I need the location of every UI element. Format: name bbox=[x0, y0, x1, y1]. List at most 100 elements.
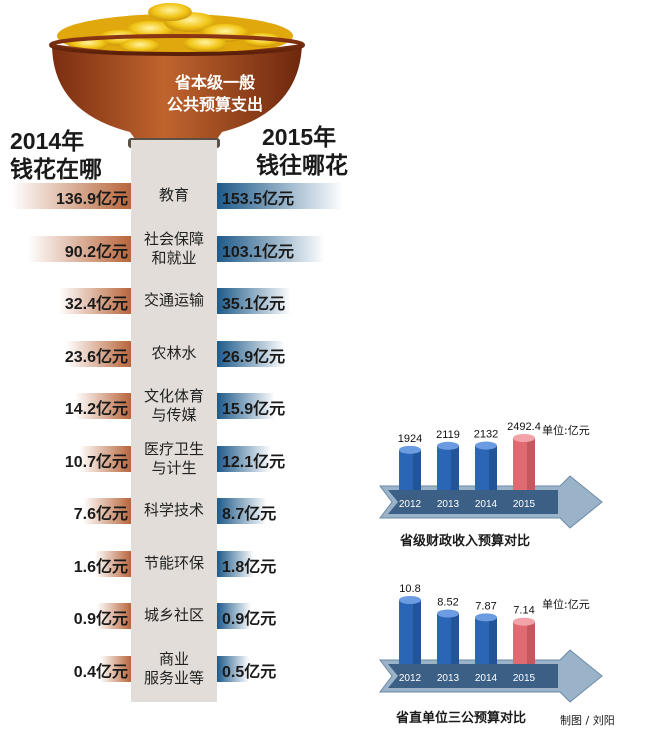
left-subtitle: 钱花在哪 bbox=[10, 157, 102, 183]
value-label-2014: 23.6亿元 bbox=[64, 348, 128, 366]
bar-2014 bbox=[82, 498, 131, 524]
bar-shade bbox=[527, 438, 535, 490]
category-label: 商业 服务业等 bbox=[143, 649, 204, 687]
value-label-2014: 0.4亿元 bbox=[73, 663, 128, 681]
category-label: 城乡社区 bbox=[143, 606, 204, 624]
bar-2015 bbox=[217, 340, 285, 367]
bar-2015 bbox=[217, 603, 251, 629]
right-subtitle: 钱往哪花 bbox=[256, 153, 348, 179]
value-label-2014: 136.9亿元 bbox=[55, 191, 128, 208]
year-label: 2013 bbox=[437, 673, 460, 684]
bowl-body bbox=[52, 44, 302, 146]
value-label-2014: 14.2亿元 bbox=[64, 401, 128, 418]
left-year: 2014年 bbox=[10, 128, 85, 154]
bar-2015 bbox=[217, 655, 249, 682]
bar-2014 bbox=[99, 655, 131, 682]
value-label-2015: 8.7亿元 bbox=[222, 506, 277, 523]
bar-shade bbox=[489, 445, 497, 490]
value-label-2014: 32.4亿元 bbox=[64, 296, 128, 313]
chart-row: 136.9亿元 153.5亿元 教育 bbox=[0, 176, 647, 216]
bowl-rim bbox=[49, 34, 305, 56]
credit: 制图 / 刘阳 bbox=[560, 714, 615, 727]
value-label-2015: 153.5亿元 bbox=[222, 191, 295, 208]
bar-value-label: 7.14 bbox=[513, 605, 534, 617]
bar-shade bbox=[451, 445, 459, 490]
bar-shade bbox=[451, 613, 459, 664]
bowl-title-line2: 公共预算支出 bbox=[166, 95, 263, 114]
category-label: 教育 bbox=[158, 186, 189, 204]
value-label-2014: 10.7亿元 bbox=[64, 453, 128, 471]
bar-value-label: 2132 bbox=[474, 429, 498, 441]
bar-2014 bbox=[78, 445, 131, 472]
bowl-title-line1: 省本级一般 bbox=[174, 73, 255, 92]
bar-2014 bbox=[65, 340, 131, 367]
year-label: 2012 bbox=[399, 499, 422, 510]
base-strip bbox=[388, 664, 558, 688]
bar-top bbox=[475, 613, 497, 622]
value-label-2014: 7.6亿元 bbox=[73, 506, 128, 523]
bar-value-label: 2119 bbox=[436, 429, 460, 441]
bar-top bbox=[399, 445, 421, 454]
unit-label: 单位:亿元 bbox=[542, 597, 590, 611]
right-year: 2015年 bbox=[262, 124, 337, 150]
category-label: 文化体育 与传媒 bbox=[143, 387, 204, 424]
bar-top bbox=[513, 617, 535, 626]
three-public-chart-title: 省直单位三公预算对比 bbox=[396, 711, 527, 726]
bar-shade bbox=[489, 617, 497, 664]
chart-row: 7.6亿元 8.7亿元 科学技术 bbox=[0, 491, 647, 531]
revenue-mini-chart: 1924 2012 2119 2013 2132 2014 2492.4 2015 单位:亿元 bbox=[379, 421, 603, 529]
bar-2015 bbox=[217, 183, 343, 209]
category-label: 节能环保 bbox=[143, 553, 204, 572]
unit-label: 单位:亿元 bbox=[542, 423, 590, 437]
value-label-2014: 1.6亿元 bbox=[73, 558, 128, 576]
category-label: 科学技术 bbox=[143, 501, 204, 519]
bar-shade bbox=[413, 449, 421, 490]
bar-2015 bbox=[217, 445, 272, 472]
bar-2014 bbox=[97, 603, 131, 629]
value-label-2015: 35.1亿元 bbox=[222, 296, 286, 313]
year-label: 2013 bbox=[437, 499, 460, 510]
bar-2015 bbox=[217, 550, 254, 577]
value-label-2015: 103.1亿元 bbox=[222, 243, 295, 261]
bar-2014 bbox=[74, 393, 131, 419]
bar-top bbox=[513, 434, 535, 442]
bar-top bbox=[399, 596, 421, 604]
bar-shade bbox=[527, 621, 535, 664]
bar-top bbox=[437, 609, 459, 618]
revenue-chart-title: 省级财政收入预算对比 bbox=[400, 534, 531, 549]
value-label-2015: 0.5亿元 bbox=[222, 663, 277, 681]
bar-top bbox=[437, 441, 459, 450]
bar-value-label: 10.8 bbox=[399, 583, 420, 595]
bar-value-label: 8.52 bbox=[437, 597, 458, 609]
three-public-mini-chart: 10.8 2012 8.52 2013 7.87 2014 7.14 2015 单位:亿元 bbox=[379, 583, 603, 703]
bar-2015 bbox=[217, 393, 276, 419]
year-label: 2014 bbox=[475, 673, 498, 684]
bar-2014 bbox=[10, 183, 131, 209]
center-column bbox=[131, 140, 217, 702]
chart-row: 0.9亿元 0.9亿元 城乡社区 bbox=[0, 596, 647, 636]
category-label: 社会保障 和就业 bbox=[143, 229, 204, 267]
chart-row: 1.6亿元 1.8亿元 节能环保 bbox=[0, 544, 647, 584]
chart-row: 32.4亿元 35.1亿元 交通运输 bbox=[0, 281, 647, 321]
bar-2014 bbox=[94, 550, 131, 577]
chart-row: 0.4亿元 0.5亿元 商业 服务业等 bbox=[0, 649, 647, 689]
chart-row: 90.2亿元 103.1亿元 社会保障 和就业 bbox=[0, 229, 647, 269]
value-label-2015: 1.8亿元 bbox=[222, 558, 277, 576]
category-label: 农林水 bbox=[151, 343, 197, 362]
value-label-2014: 90.2亿元 bbox=[64, 243, 128, 261]
year-label: 2014 bbox=[475, 499, 498, 510]
bar-value-label: 2492.4 bbox=[507, 421, 541, 433]
bar-top bbox=[475, 441, 497, 450]
bar-value-label: 7.87 bbox=[475, 600, 496, 612]
value-label-2015: 0.9亿元 bbox=[222, 611, 277, 628]
category-label: 交通运输 bbox=[143, 291, 204, 309]
category-label: 医疗卫生 与计生 bbox=[143, 439, 204, 477]
chart-row: 23.6亿元 26.9亿元 农林水 bbox=[0, 334, 647, 374]
base-strip bbox=[388, 490, 558, 514]
year-label: 2015 bbox=[513, 673, 536, 684]
bar-2015 bbox=[217, 235, 325, 262]
bar-shade bbox=[413, 600, 421, 664]
bar-value-label: 1924 bbox=[398, 433, 422, 445]
bar-2015 bbox=[217, 288, 291, 314]
chart-row: 14.2亿元 15.9亿元 文化体育 与传媒 bbox=[0, 386, 647, 426]
